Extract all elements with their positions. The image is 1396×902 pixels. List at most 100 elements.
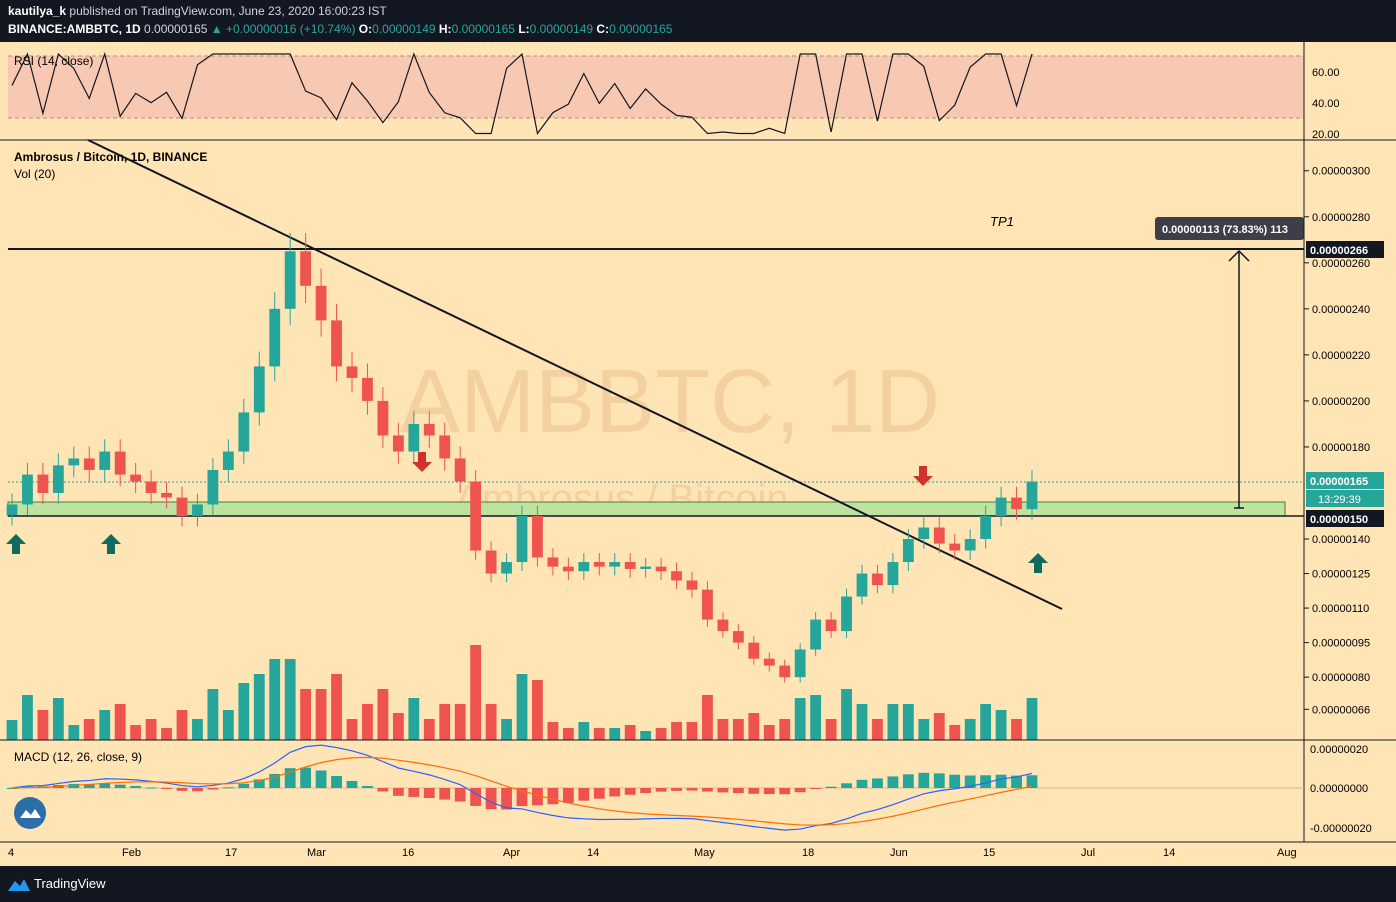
volume-bar: [933, 713, 945, 740]
time-axis[interactable]: 4 Feb 17 Mar 16 Apr 14 May 18 Jun 15 Jul 14 Aug: [8, 847, 1297, 859]
price-tick-label: 0.00000200: [1312, 396, 1370, 408]
candle-body: [578, 562, 590, 572]
candle-body: [222, 451, 234, 470]
candle-body: [1011, 497, 1022, 510]
volume-bar: [269, 659, 281, 740]
macd-hist-bar: [686, 788, 698, 791]
price-axis[interactable]: 0.00000300 0.00000280 0.00000260 0.00000240…: [1304, 166, 1370, 717]
candle-body: [346, 366, 358, 378]
tradingview-logo-icon: [8, 879, 30, 891]
last-price-text: 0.00000165: [1310, 476, 1368, 488]
price-tick-label: 0.00000280: [1312, 212, 1370, 224]
down-arrow-icon: [913, 466, 933, 486]
candle-body: [732, 631, 744, 643]
candle-body: [22, 474, 33, 505]
symbol-label: BINANCE:AMBBTC, 1D: [8, 22, 141, 36]
up-arrow-icon: [6, 534, 26, 554]
candle-body: [640, 566, 652, 569]
volume-bar: [300, 689, 312, 740]
macd-hist-bar: [1011, 775, 1022, 788]
volume-bar: [346, 719, 358, 740]
macd-hist-bar: [655, 788, 667, 792]
volume-bar: [439, 704, 451, 740]
trend-line[interactable]: [87, 139, 1063, 610]
candles: [6, 233, 1038, 683]
publish-line: kautilya_k published on TradingView.com,…: [8, 4, 387, 18]
candle-body: [856, 573, 868, 597]
macd-hist-bar: [532, 788, 543, 806]
author-name[interactable]: kautilya_k: [8, 4, 67, 18]
up-arrow-icon: [101, 534, 121, 554]
tradingview-badge-icon: [14, 797, 46, 829]
macd-hist-bar: [640, 788, 652, 794]
footer-brand[interactable]: TradingView: [34, 876, 106, 891]
rsi-band: [8, 56, 1304, 118]
time-tick-label: Aug: [1277, 847, 1297, 859]
time-tick-label: 17: [225, 847, 237, 859]
price-tick-label: 0.00000260: [1312, 258, 1370, 270]
candle-body: [964, 539, 976, 551]
macd-hist-bar: [779, 788, 791, 795]
macd-hist-bar: [547, 788, 559, 805]
volume-bar: [593, 728, 605, 740]
volume-bar: [408, 698, 420, 740]
macd-hist-bar: [192, 788, 203, 792]
volume-bar: [655, 728, 667, 740]
volume-bar: [99, 710, 111, 740]
price-tick-label: 0.00000066: [1312, 704, 1370, 716]
volume-bar: [114, 704, 126, 740]
candle-body: [176, 497, 188, 516]
candle-body: [114, 451, 126, 475]
volume-bar: [176, 710, 188, 740]
volume-bar: [562, 728, 574, 740]
candle-body: [686, 580, 698, 590]
volume-label: Vol (20): [14, 167, 55, 181]
macd-hist-bar: [732, 788, 744, 794]
candle-body: [933, 527, 945, 544]
volume-bar: [423, 719, 435, 740]
volume-bar: [516, 674, 528, 740]
volume-bar: [1026, 698, 1038, 740]
support-price-text: 0.00000150: [1310, 514, 1368, 526]
volume-bar: [918, 719, 930, 740]
volume-bar: [362, 704, 373, 740]
countdown-tag: [1306, 490, 1384, 507]
price-tick-label: 0.00000110: [1312, 603, 1369, 615]
macd-hist-bar: [887, 776, 899, 788]
macd-hist-bar: [516, 788, 528, 807]
macd-hist-bar: [253, 779, 265, 788]
up-arrow-icon: [1028, 553, 1048, 573]
candle-body: [6, 504, 18, 516]
volume-bar: [872, 719, 883, 740]
macd-hist-bar: [562, 788, 574, 803]
macd-hist-bar: [825, 786, 837, 788]
candle-body: [145, 481, 157, 493]
macd-hist-bar: [872, 778, 883, 788]
macd-hist-bar: [362, 785, 373, 788]
candle-body: [377, 400, 389, 436]
chart-canvas[interactable]: RSI (14, close) 60.00 40.00 20.00 AMBBTC…: [0, 42, 1396, 866]
macd-hist-bar: [439, 788, 451, 800]
volume-bar: [315, 689, 327, 740]
measure-box: [1155, 217, 1304, 240]
volume-bar: [717, 719, 729, 740]
macd-hist-bar: [810, 788, 822, 789]
macd-hist-bar: [284, 768, 296, 788]
candle-body: [161, 492, 172, 498]
macd-hist-bar: [794, 788, 806, 793]
volume-bars: [6, 645, 1038, 740]
volume-bar: [68, 725, 80, 740]
price-tick-label: 0.00000095: [1312, 638, 1370, 650]
chart-background: [0, 42, 1396, 866]
macd-hist-bar: [980, 775, 992, 788]
macd-hist-bar: [222, 787, 234, 789]
candle-body: [253, 366, 265, 413]
footer: TradingView: [0, 866, 1396, 902]
time-tick-label: 15: [983, 847, 995, 859]
volume-bar: [640, 731, 652, 740]
volume-bar: [284, 659, 296, 740]
resistance-price-tag: [1306, 241, 1384, 258]
candle-body: [609, 562, 621, 567]
main-title: Ambrosus / Bitcoin, 1D, BINANCE: [14, 150, 207, 164]
price-tick-label: 0.00000180: [1312, 442, 1370, 454]
